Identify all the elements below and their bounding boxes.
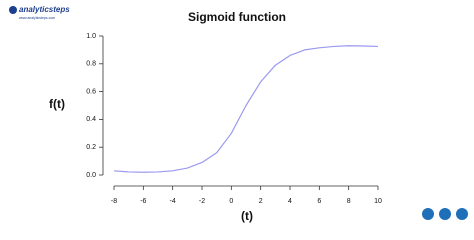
line-series (113, 45, 379, 173)
x-tick-label: 2 (259, 198, 263, 205)
y-axis-label: f(t) (49, 97, 65, 111)
facebook-icon[interactable] (439, 208, 451, 220)
y-tick-label: 1.0 (86, 33, 96, 40)
logo-mark (9, 6, 17, 14)
logo-name: analyticsteps (19, 5, 70, 14)
twitter-icon[interactable] (422, 208, 434, 220)
x-tick-label: 8 (347, 198, 351, 205)
logo-url: www.analyticsteps.com (19, 16, 55, 20)
x-tick-label: -4 (170, 198, 176, 205)
linkedin-icon[interactable] (456, 208, 468, 220)
y-tick-label: 0.4 (86, 116, 96, 123)
y-tick-label: 0.2 (86, 144, 96, 151)
y-tick-label: 0.0 (86, 172, 96, 179)
x-tick-label: 6 (317, 198, 321, 205)
x-tick-label: -6 (140, 198, 146, 205)
x-tick-label: -2 (199, 198, 205, 205)
x-tick-label: 0 (229, 198, 233, 205)
x-tick-label: -8 (111, 198, 117, 205)
y-tick-label: 0.8 (86, 61, 96, 68)
chart-title: Sigmoid function (188, 10, 286, 24)
x-axis-label: (t) (241, 209, 253, 223)
y-tick-label: 0.6 (86, 88, 96, 95)
chart: analyticsteps www.analyticsteps.com Sigm… (9, 5, 468, 223)
logo: analyticsteps www.analyticsteps.com (9, 5, 70, 20)
x-tick-label: 10 (374, 198, 382, 205)
social-icons (422, 208, 468, 220)
x-tick-label: 4 (288, 198, 292, 205)
